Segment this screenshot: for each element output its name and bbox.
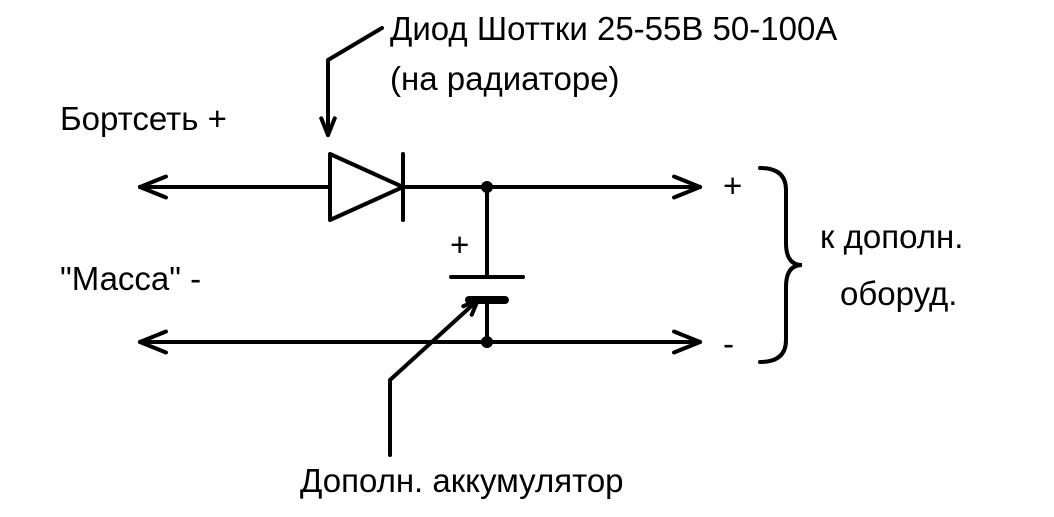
bortset-label: Бортсеть + — [60, 100, 227, 137]
diode-subtitle-label: (на радиаторе) — [390, 60, 620, 97]
terminal-plus: + — [723, 167, 742, 204]
brace-right — [760, 168, 802, 362]
massa-label: "Масса" - — [60, 260, 201, 297]
node-top — [481, 181, 493, 193]
leader-battery — [390, 300, 478, 455]
terminal-minus: - — [723, 325, 734, 362]
diode-symbol — [330, 154, 403, 220]
diode-title-label: Диод Шоттки 25-55В 50-100А — [390, 10, 837, 47]
node-bottom — [481, 336, 493, 348]
k-dopoln-label: к дополн. — [820, 218, 963, 255]
oborud-label: оборуд. — [840, 275, 957, 312]
battery-plus-label: + — [450, 226, 469, 263]
dopoln-akk-label: Дополн. аккумулятор — [300, 462, 624, 499]
